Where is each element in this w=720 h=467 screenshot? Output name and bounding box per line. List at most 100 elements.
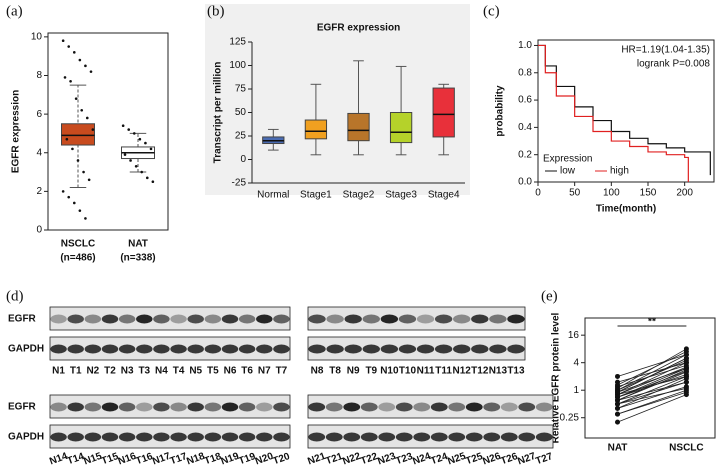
lane-label: N19 — [220, 451, 241, 467]
lane-label: N8 — [311, 366, 324, 377]
blot-band — [518, 402, 536, 412]
blot-band — [256, 344, 273, 354]
blot-band — [308, 344, 326, 354]
lane-label: N22 — [341, 451, 362, 467]
lane-label: T25 — [464, 451, 484, 467]
blot-band — [344, 314, 362, 324]
lane-label: N1 — [52, 366, 65, 377]
y-tick-label: 8 — [36, 70, 42, 81]
y-axis-title: probability — [495, 85, 506, 137]
blot-band — [136, 432, 153, 442]
blot-strip — [307, 306, 526, 331]
significance-label: ** — [648, 317, 656, 328]
blot-band — [153, 314, 170, 324]
blot-band — [187, 402, 204, 412]
y-tick-label: 0.2 — [518, 149, 532, 160]
lane-label: N18 — [185, 451, 206, 467]
y-tick-label: 6 — [36, 109, 42, 120]
blot-band — [170, 402, 187, 412]
lane-label: T21 — [324, 451, 344, 467]
lane-label: T6 — [241, 366, 253, 377]
blot-band — [360, 432, 378, 442]
y-tick-label: 4 — [36, 147, 42, 158]
y-tick-label: 1 — [573, 385, 579, 396]
blot-band — [500, 432, 518, 442]
blot-band — [238, 344, 256, 354]
blot-band — [500, 402, 518, 412]
blot-band — [153, 344, 170, 354]
data-point — [683, 355, 689, 361]
data-point — [78, 209, 82, 212]
panel-label: (c) — [483, 3, 500, 19]
blot-strip — [49, 394, 291, 419]
data-point — [683, 376, 689, 382]
panel-label: (d) — [6, 288, 24, 304]
y-tick-label: 2 — [36, 186, 42, 197]
x-tick-label: 100 — [603, 188, 620, 199]
blot-row-label: GAPDH — [8, 432, 44, 443]
blot-strip — [49, 306, 291, 331]
data-point — [149, 147, 153, 151]
x-tick-label: 150 — [640, 188, 657, 199]
blot-band — [170, 344, 187, 354]
data-point — [84, 217, 87, 220]
y-tick-label: 0.8 — [518, 67, 532, 78]
blot-band — [325, 432, 343, 442]
pair-line — [617, 364, 687, 387]
lane-label: T2 — [104, 366, 116, 377]
lane-label: T18 — [203, 451, 223, 467]
x-tick-sublabel: (n=486) — [60, 253, 95, 264]
x-tick-label: NSCLC — [669, 443, 703, 454]
lane-label: N12 — [453, 366, 472, 377]
lane-label: N2 — [86, 366, 99, 377]
blot-strip — [49, 424, 291, 449]
blot-band — [221, 314, 239, 324]
box — [304, 119, 328, 140]
blot-band — [398, 344, 417, 354]
blot-band — [483, 432, 501, 442]
y-tick-label: 25 — [235, 131, 247, 142]
blot-band — [153, 402, 170, 412]
lane-label: N11 — [417, 366, 435, 377]
pair-line — [617, 351, 687, 386]
data-point — [121, 124, 125, 128]
lane-label: T5 — [207, 366, 219, 377]
blot-band — [238, 314, 256, 324]
lane-label: N25 — [446, 451, 467, 467]
lane-label: T22 — [359, 451, 379, 467]
blot-band — [204, 314, 222, 324]
blot-band — [380, 344, 399, 354]
pair-line — [617, 391, 687, 415]
x-tick-label: Stage4 — [428, 190, 460, 201]
lane-label: N3 — [121, 366, 134, 377]
pair-line — [617, 376, 687, 405]
lane-label: T19 — [237, 451, 257, 467]
blot-band — [50, 314, 67, 324]
pair-line — [617, 370, 687, 398]
blot-band — [136, 402, 153, 412]
blot-band — [518, 432, 536, 442]
blot-band — [118, 402, 136, 412]
y-axis-title: Relative EGFR protein level — [551, 312, 562, 443]
blot-band — [453, 344, 471, 354]
x-tick-label: Stage1 — [300, 190, 332, 201]
data-point — [67, 45, 71, 48]
data-point — [615, 373, 620, 379]
data-point — [683, 364, 689, 370]
blot-band — [187, 432, 204, 442]
chart-title: EGFR expression — [317, 23, 400, 34]
data-point — [65, 137, 69, 141]
data-point — [63, 76, 67, 79]
blot-band — [221, 344, 239, 354]
blot-band — [101, 402, 119, 412]
lane-label: T13 — [507, 366, 525, 377]
legend-label: low — [560, 166, 576, 177]
blot-strip — [307, 336, 526, 361]
panel-label: (a) — [6, 3, 23, 19]
blot-band — [273, 402, 290, 412]
blot-band — [273, 314, 290, 324]
data-point — [151, 180, 155, 184]
lane-label: T3 — [138, 366, 150, 377]
lane-label: T10 — [399, 366, 417, 377]
blot-band — [273, 344, 290, 354]
